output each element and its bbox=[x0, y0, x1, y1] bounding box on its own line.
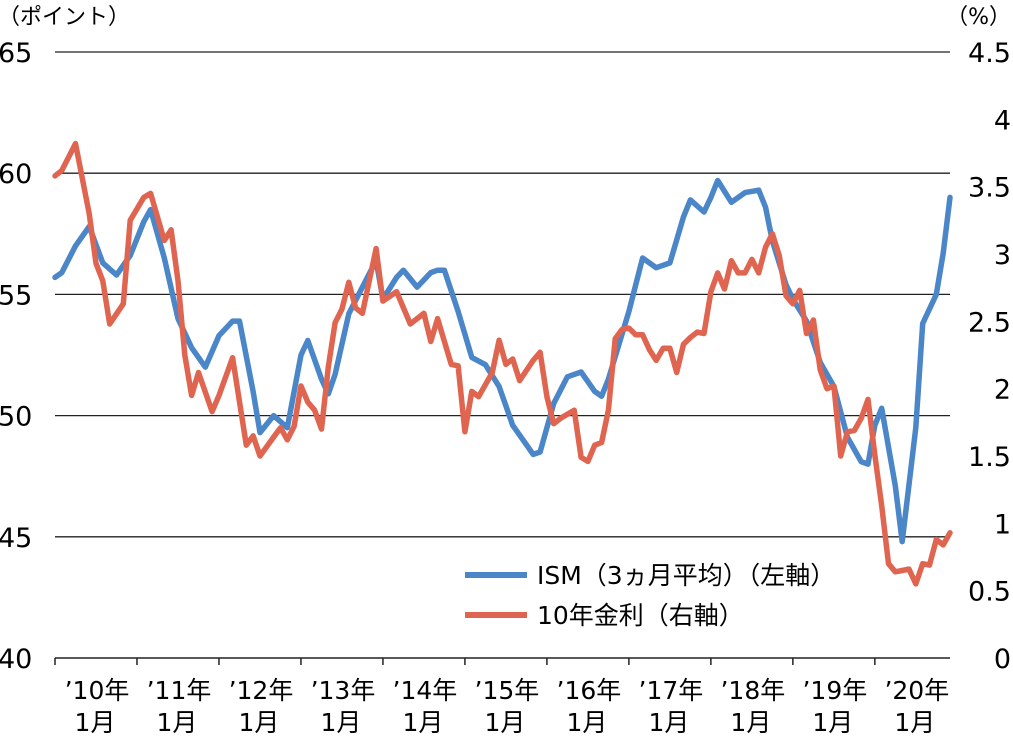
x-tick-label-month: 1月 bbox=[75, 708, 116, 737]
right-tick-label: 3 bbox=[994, 240, 1011, 271]
x-tick-label-year: ’13年 bbox=[311, 676, 376, 705]
x-axis: ’10年 1月 ’11年 1月 ’12年 1月 ’13年 1月 ’14年 1月 ’15年 1月 ’16年… bbox=[54, 657, 950, 737]
x-tick-label-year: ’19年 bbox=[802, 676, 867, 705]
x-tick-label-month: 1月 bbox=[321, 708, 362, 737]
x-tick-label-month: 1月 bbox=[730, 708, 771, 737]
right-tick-label: 2.5 bbox=[968, 307, 1011, 338]
x-tick-label-year: ’12年 bbox=[229, 676, 294, 705]
x-tick-label-month: 1月 bbox=[648, 708, 689, 737]
left-tick-label: 55 bbox=[0, 280, 32, 311]
left-tick-label: 60 bbox=[0, 159, 32, 190]
legend-label: 10年金利（右軸） bbox=[537, 601, 744, 630]
left-tick-label: 40 bbox=[0, 644, 32, 675]
right-axis-ticks: 0 0.5 1 1.5 2 2.5 3 3.5 4 4.5 bbox=[968, 38, 1011, 675]
left-tick-label: 45 bbox=[0, 523, 32, 554]
legend: ISM（3ヵ月平均）（左軸） 10年金利（右軸） bbox=[465, 561, 835, 630]
left-tick-label: 65 bbox=[0, 38, 32, 69]
x-tick-label-month: 1月 bbox=[812, 708, 853, 737]
x-tick-label-year: ’17年 bbox=[639, 676, 704, 705]
left-axis-unit: （ポイント） bbox=[0, 5, 130, 30]
right-tick-label: 3.5 bbox=[968, 173, 1011, 204]
x-tick-label-year: ’15年 bbox=[475, 676, 540, 705]
x-tick-label-year: ’14年 bbox=[393, 676, 458, 705]
right-tick-label: 4 bbox=[994, 105, 1011, 136]
right-axis-unit: （%） bbox=[946, 5, 1011, 30]
gridlines bbox=[55, 51, 950, 538]
right-tick-label: 0 bbox=[994, 644, 1011, 675]
right-tick-label: 1.5 bbox=[968, 442, 1011, 473]
x-tick-label-month: 1月 bbox=[239, 708, 280, 737]
x-tick-label-month: 1月 bbox=[484, 708, 525, 737]
right-tick-label: 4.5 bbox=[968, 38, 1011, 69]
x-tick-label-year: ’18年 bbox=[720, 676, 785, 705]
series-line-10y-yield bbox=[52, 140, 953, 587]
left-tick-label: 50 bbox=[0, 402, 32, 433]
x-tick-label-year: ’16年 bbox=[557, 676, 622, 705]
x-tick-label-year: ’20年 bbox=[884, 676, 949, 705]
right-tick-label: 2 bbox=[994, 375, 1011, 406]
legend-label: ISM（3ヵ月平均）（左軸） bbox=[537, 561, 835, 590]
x-tick-label-month: 1月 bbox=[566, 708, 607, 737]
x-tick-label-year: ’11年 bbox=[147, 676, 212, 705]
right-tick-label: 1 bbox=[994, 509, 1011, 540]
x-tick-label-year: ’10年 bbox=[65, 676, 130, 705]
x-tick-label-month: 1月 bbox=[157, 708, 198, 737]
left-axis-ticks: 40 45 50 55 60 65 bbox=[0, 38, 32, 675]
series-lines bbox=[52, 140, 953, 587]
x-tick-label-month: 1月 bbox=[402, 708, 443, 737]
right-tick-label: 0.5 bbox=[968, 577, 1011, 608]
x-tick-label-month: 1月 bbox=[894, 708, 935, 737]
